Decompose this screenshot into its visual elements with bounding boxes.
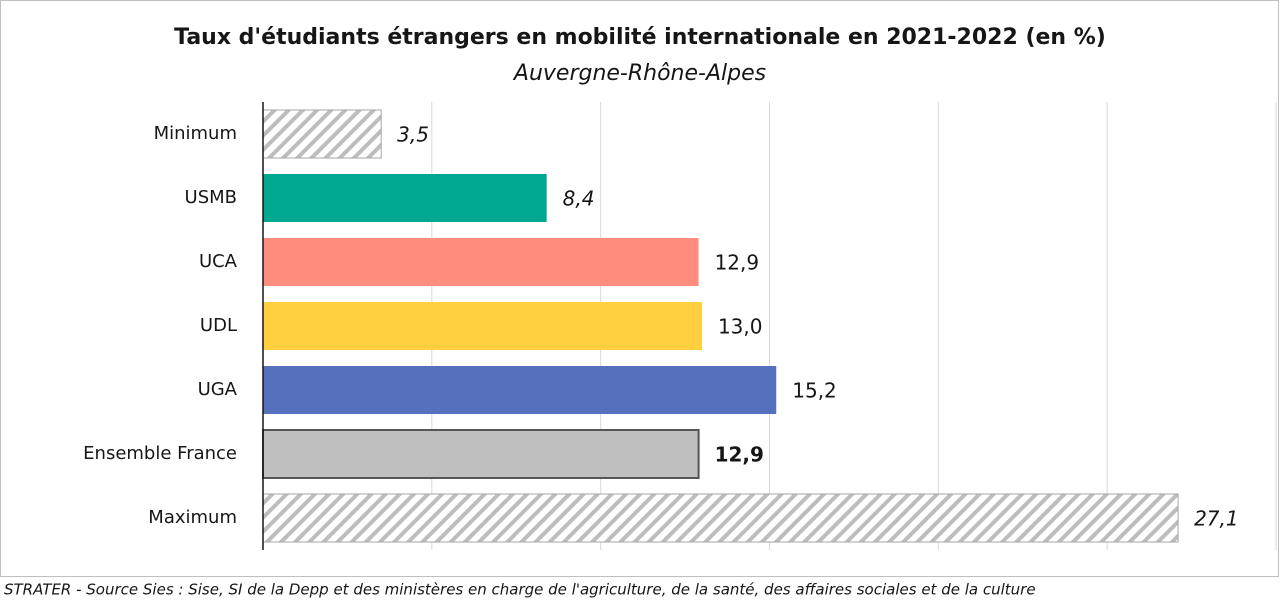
y-tick-label: UDL [200,315,237,336]
chart-title: Taux d'étudiants étrangers en mobilité i… [174,25,1106,50]
chart-subtitle: Auvergne-Rhône-Alpes [512,61,766,86]
bar [263,174,547,222]
y-tick-label: Maximum [148,507,237,528]
source-note: STRATER - Source Sies : Sise, SI de la D… [4,581,1036,599]
value-label: 27,1 [1194,507,1239,531]
value-label: 8,4 [563,187,595,211]
value-label: 12,9 [715,443,764,467]
chart-border [0,0,1279,577]
value-label: 15,2 [792,379,837,403]
value-label: 3,5 [397,123,429,147]
value-label: 12,9 [715,251,760,275]
value-label: 13,0 [718,315,763,339]
y-tick-label: Ensemble France [83,443,237,464]
y-tick-label: UCA [199,251,238,272]
bar [262,109,382,159]
bar [263,366,777,414]
bar [262,493,1179,543]
y-tick-label: USMB [185,187,237,208]
bar [263,238,699,286]
y-tick-label: Minimum [154,123,237,144]
y-tick-label: UGA [198,379,238,400]
bar [263,302,702,350]
bar [262,429,700,479]
